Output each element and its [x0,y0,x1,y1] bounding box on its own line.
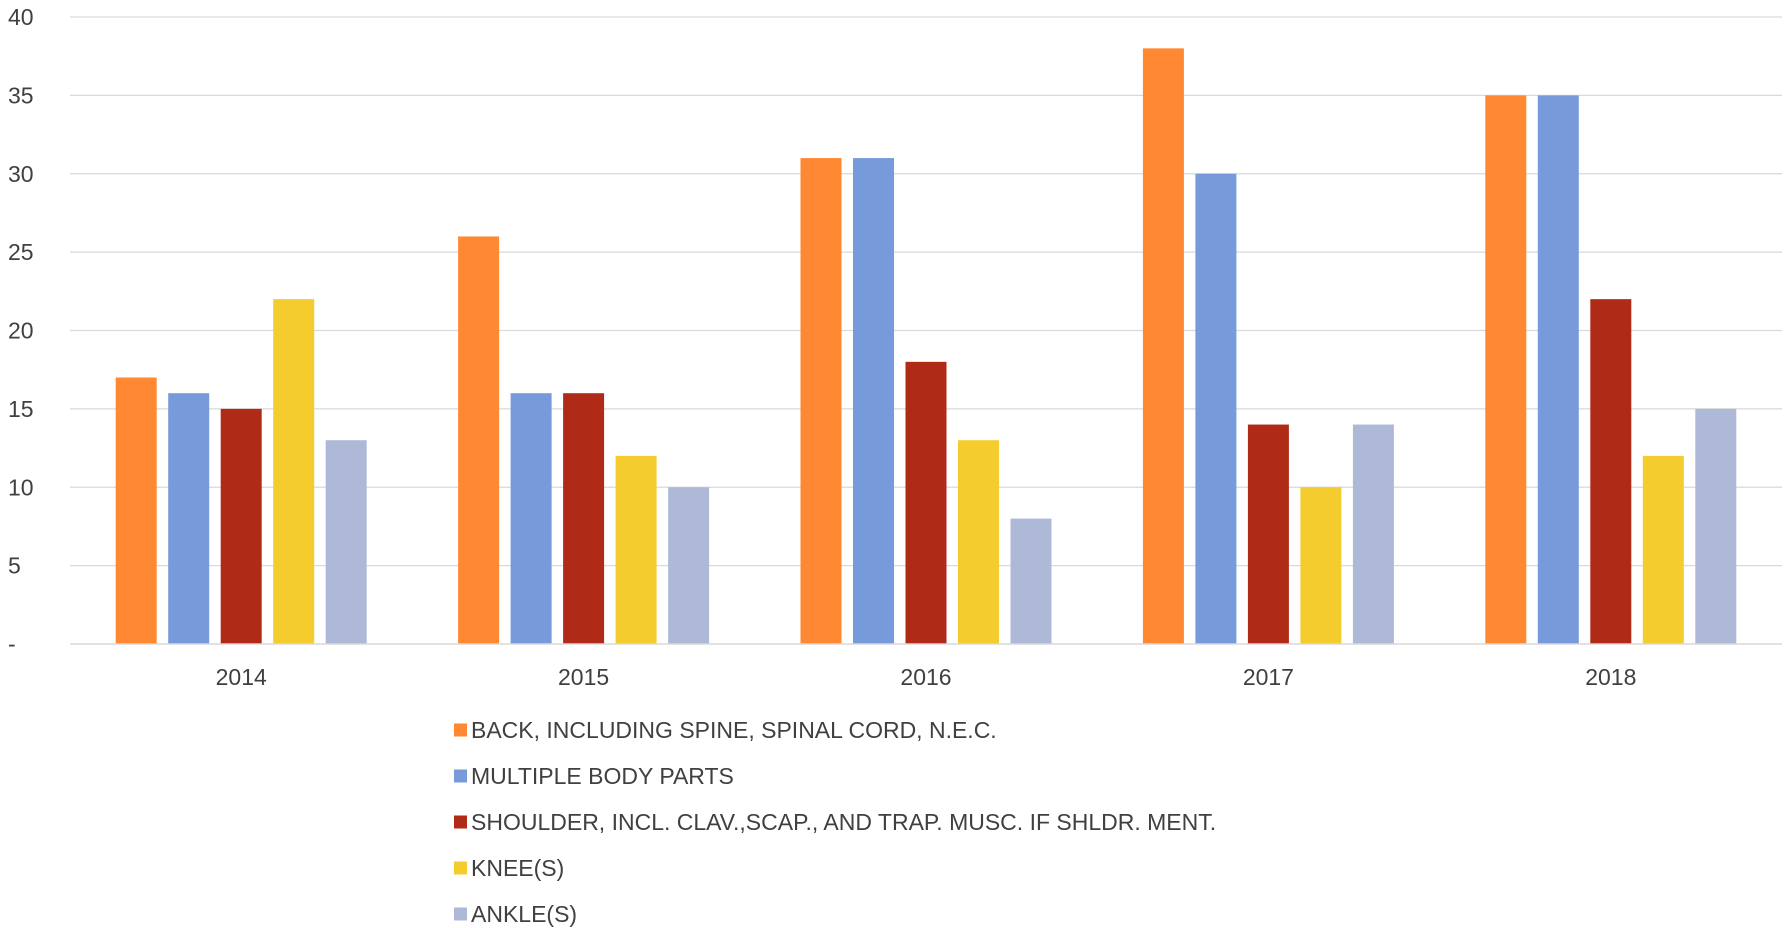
x-tick-label: 2018 [1585,664,1636,690]
legend-label: ANKLE(S) [471,901,577,927]
legend: BACK, INCLUDING SPINE, SPINAL CORD, N.E.… [454,717,1216,927]
legend-label: BACK, INCLUDING SPINE, SPINAL CORD, N.E.… [471,717,997,743]
legend-item: MULTIPLE BODY PARTS [454,763,734,789]
bar [1352,424,1394,644]
bar [1247,424,1289,644]
legend-swatch [454,769,467,783]
x-tick-label: 2017 [1243,664,1294,690]
bar [800,158,842,644]
legend-item: SHOULDER, INCL. CLAV.,SCAP., AND TRAP. M… [454,809,1216,835]
bar [458,236,500,644]
bar [220,408,262,644]
bar [1642,455,1684,644]
bar [1195,173,1237,644]
bar [563,393,605,644]
legend-label: SHOULDER, INCL. CLAV.,SCAP., AND TRAP. M… [471,809,1216,835]
legend-item: ANKLE(S) [454,901,577,927]
bar [1142,48,1184,645]
y-tick-label: 15 [8,396,34,422]
bar [1590,299,1632,644]
legend-label: MULTIPLE BODY PARTS [471,763,734,789]
legend-label: KNEE(S) [471,855,564,881]
bar [168,393,210,644]
bar [615,455,657,644]
bar [115,377,157,644]
bar [1300,487,1342,644]
bars [115,48,1737,645]
bar [1010,518,1052,644]
legend-item: KNEE(S) [454,855,564,881]
legend-swatch [454,723,467,737]
bar [1485,95,1527,644]
bar [853,158,894,644]
bar [273,299,315,644]
y-tick-label: 5 [8,553,21,579]
y-tick-label: 25 [8,239,34,265]
y-tick-label: - [8,631,16,657]
bar [958,440,999,644]
bar [1695,408,1737,644]
y-tick-label: 20 [8,318,34,344]
bar [1537,95,1579,644]
legend-swatch [454,815,467,829]
bar [325,440,367,644]
x-tick-label: 2015 [558,664,609,690]
bar [510,393,552,644]
bar [905,361,947,644]
y-axis-tick-labels: - 5 10 15 20 25 30 35 40 [8,4,34,657]
y-tick-label: 40 [8,4,34,30]
bar [668,487,710,644]
x-axis-tick-labels: 2014 2015 2016 2017 2018 [216,664,1637,690]
x-tick-label: 2016 [900,664,951,690]
legend-swatch [454,861,467,875]
legend-swatch [454,907,467,921]
y-tick-label: 30 [8,161,34,187]
y-tick-label: 10 [8,474,34,500]
legend-item: BACK, INCLUDING SPINE, SPINAL CORD, N.E.… [454,717,997,743]
x-tick-label: 2014 [216,664,267,690]
y-tick-label: 35 [8,82,34,108]
